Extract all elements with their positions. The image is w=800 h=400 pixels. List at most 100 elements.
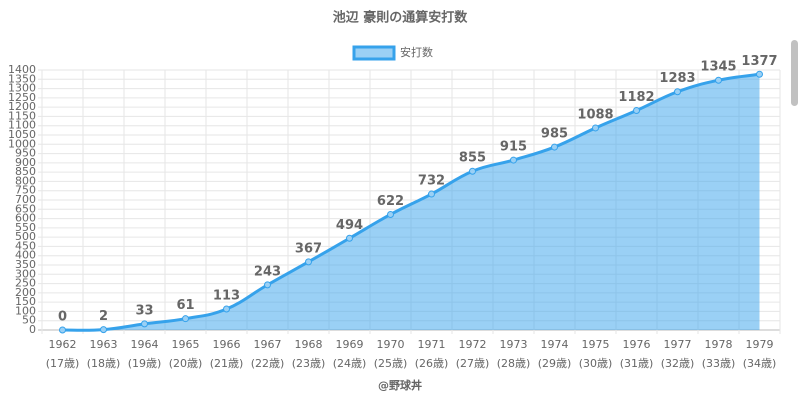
y-tick-label: 900 — [15, 156, 36, 169]
x-tick-sublabel: (27歳) — [456, 357, 490, 370]
chart-title: 池辺 豪則の通算安打数 — [333, 10, 469, 26]
value-label: 622 — [377, 194, 404, 209]
point — [715, 76, 722, 84]
y-tick-label: 950 — [15, 147, 36, 160]
y-tick-label: 50 — [22, 314, 36, 327]
x-tick-label: 1969 — [336, 338, 364, 351]
area — [62, 74, 760, 331]
x-tick-sublabel: (21歳) — [210, 357, 244, 370]
point — [756, 70, 763, 78]
point — [223, 305, 230, 313]
x-tick-sublabel: (29歳) — [538, 357, 572, 370]
x-tick-sublabel: (23歳) — [292, 357, 326, 370]
y-tick-label: 1250 — [8, 91, 36, 104]
x-tick-sublabel: (32歳) — [661, 357, 695, 370]
point — [100, 326, 107, 334]
y-tick-label: 1150 — [8, 109, 36, 122]
point — [633, 106, 640, 114]
value-label: 1182 — [618, 90, 654, 105]
point — [469, 167, 476, 175]
x-tick-sublabel: (22歳) — [251, 357, 285, 370]
x-tick-sublabel: (19歳) — [128, 357, 162, 370]
value-label: 243 — [254, 264, 281, 279]
x-tick-sublabel: (18歳) — [87, 357, 121, 370]
value-label: 1088 — [577, 107, 613, 122]
y-tick-label: 1400 — [8, 63, 36, 76]
point — [551, 143, 558, 151]
point — [428, 190, 435, 198]
x-tick-label: 1964 — [131, 338, 159, 351]
y-tick-label: 550 — [15, 221, 36, 234]
y-tick-label: 600 — [15, 212, 36, 225]
point — [59, 326, 66, 334]
value-label: 985 — [541, 127, 568, 142]
value-label: 1377 — [741, 54, 777, 69]
x-tick-sublabel: (17歳) — [46, 357, 80, 370]
value-label: 0 — [58, 310, 67, 325]
x-tick-label: 1965 — [172, 338, 200, 351]
x-tick-label: 1977 — [664, 338, 692, 351]
y-tick-label: 1050 — [8, 128, 36, 141]
y-tick-label: 700 — [15, 193, 36, 206]
x-tick-label: 1970 — [377, 338, 405, 351]
y-tick-label: 750 — [15, 184, 36, 197]
value-label: 113 — [213, 289, 240, 304]
value-label: 1345 — [700, 60, 736, 75]
value-label: 1283 — [659, 71, 695, 86]
value-label: 915 — [500, 140, 527, 155]
y-tick-label: 400 — [15, 249, 36, 262]
value-label: 494 — [336, 218, 363, 233]
point — [387, 210, 394, 218]
x-tick-sublabel: (30歳) — [579, 357, 613, 370]
y-tick-label: 1350 — [8, 72, 36, 85]
scrollbar[interactable] — [791, 40, 798, 106]
y-tick-label: 500 — [15, 230, 36, 243]
y-tick-label: 1200 — [8, 100, 36, 113]
y-tick-label: 300 — [15, 267, 36, 280]
x-tick-label: 1975 — [582, 338, 610, 351]
value-label: 855 — [459, 151, 486, 166]
x-tick-sublabel: (34歳) — [743, 357, 777, 370]
value-label: 732 — [418, 174, 445, 189]
point — [264, 281, 271, 289]
point — [305, 258, 312, 266]
x-tick-label: 1967 — [254, 338, 282, 351]
x-tick-sublabel: (20歳) — [169, 357, 203, 370]
point — [182, 315, 189, 323]
value-label: 61 — [176, 298, 194, 313]
point — [141, 320, 148, 328]
x-tick-label: 1962 — [49, 338, 77, 351]
x-tick-sublabel: (26歳) — [415, 357, 449, 370]
line — [62, 72, 760, 332]
x-tick-label: 1973 — [500, 338, 528, 351]
x-tick-label: 1979 — [746, 338, 774, 351]
y-tick-label: 1000 — [8, 137, 36, 150]
y-tick-label: 800 — [15, 174, 36, 187]
x-tick-sublabel: (31歳) — [620, 357, 654, 370]
x-tick-sublabel: (33歳) — [702, 357, 736, 370]
y-tick-label: 650 — [15, 202, 36, 215]
x-tick-label: 1971 — [418, 338, 446, 351]
y-tick-label: 100 — [15, 304, 36, 317]
y-tick-label: 1100 — [8, 119, 36, 132]
value-label: 2 — [99, 309, 108, 324]
x-tick-sublabel: (25歳) — [374, 357, 408, 370]
point — [674, 88, 681, 96]
y-tick-label: 1300 — [8, 82, 36, 95]
y-tick-label: 150 — [15, 295, 36, 308]
y-tick-label: 250 — [15, 277, 36, 290]
point — [592, 124, 599, 132]
x-tick-sublabel: (24歳) — [333, 357, 367, 370]
x-tick-label: 1972 — [459, 338, 487, 351]
value-label: 33 — [135, 303, 153, 318]
x-tick-label: 1963 — [90, 338, 118, 351]
legend-label[interactable]: 安打数 — [400, 45, 433, 59]
legend-swatch[interactable] — [352, 45, 396, 61]
point — [510, 156, 517, 164]
value-label: 367 — [295, 241, 322, 256]
point — [346, 234, 353, 242]
y-tick-label: 450 — [15, 239, 36, 252]
y-tick-label: 200 — [15, 286, 36, 299]
x-tick-label: 1968 — [295, 338, 323, 351]
